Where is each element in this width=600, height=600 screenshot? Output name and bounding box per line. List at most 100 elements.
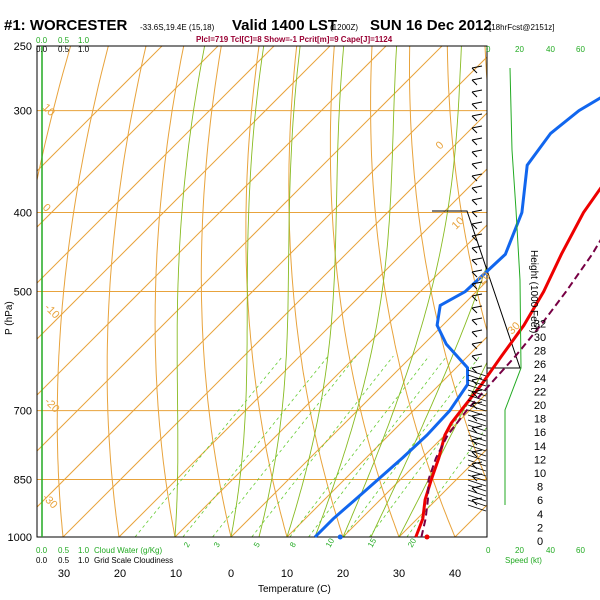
wind-barb-dense xyxy=(467,414,487,422)
wind-speed-line xyxy=(504,67,522,505)
wind-barb-dense xyxy=(467,499,487,507)
plot-frame xyxy=(36,45,488,538)
pressure-tick-300: 300 xyxy=(14,106,32,118)
moist-adiabat xyxy=(286,46,345,537)
plot-area xyxy=(37,46,600,537)
isotherm-line xyxy=(37,46,331,340)
wind-barb-dense xyxy=(467,479,487,487)
isotherm-line xyxy=(511,46,600,537)
wind-barb-dense xyxy=(467,424,487,432)
bottom-scale-1: 0.5 xyxy=(58,556,70,565)
wind-barb-dense xyxy=(467,489,487,497)
dry-adiabat xyxy=(370,46,456,537)
wind-barb xyxy=(471,305,483,314)
cloud-water-label: Cloud Water (g/Kg) xyxy=(94,546,163,555)
surface-dewpoint-marker xyxy=(337,534,343,540)
forecast-info: [18hrFcst@2151z] xyxy=(489,23,554,32)
bottom-scale-2: 1.0 xyxy=(78,556,90,565)
mixing-ratio-line xyxy=(369,378,487,537)
wind-barb xyxy=(471,269,483,278)
wind-barb-dense xyxy=(467,459,487,467)
moist-adiabat xyxy=(174,46,206,537)
height-tick-label: 22 xyxy=(534,386,546,398)
top-scale-green-2: 1.0 xyxy=(78,36,90,45)
wind-barb-dense xyxy=(467,394,487,402)
wind-barb xyxy=(471,293,483,302)
wind-barb xyxy=(471,317,483,326)
isotherm-line xyxy=(37,46,387,396)
wind-barb xyxy=(471,125,483,134)
dry-adiabat xyxy=(154,46,185,537)
wind-barb-dense xyxy=(467,444,487,452)
moist-adiabat xyxy=(370,264,487,537)
wind-barb xyxy=(471,473,483,482)
wind-barb xyxy=(471,425,483,434)
adiabat-label: -30 xyxy=(40,492,60,512)
height-tick-label: 16 xyxy=(534,427,546,439)
wind-barb xyxy=(471,353,483,362)
isotherm-line xyxy=(37,46,163,172)
mixing-ratio-label: 15 xyxy=(366,536,379,549)
speed-axis-label: Speed (kt) xyxy=(505,556,542,565)
wind-barb-dense xyxy=(467,369,487,377)
isotherm-line xyxy=(118,168,487,537)
temperature-tick-label: 10 xyxy=(281,568,293,580)
station-coords: -33.6S,19.4E (15,18) xyxy=(140,23,215,32)
station-title: #1: WORCESTER xyxy=(4,17,128,34)
wind-barb xyxy=(471,221,483,230)
wind-barb-dense xyxy=(467,474,487,482)
wind-barb-dense xyxy=(467,374,487,382)
wind-barb xyxy=(471,209,483,218)
pressure-tick-1000: 1000 xyxy=(8,532,32,544)
temperature-line xyxy=(414,186,600,538)
wind-barb xyxy=(471,149,483,158)
mixing-ratio-line xyxy=(308,355,448,537)
wind-barb xyxy=(471,365,483,374)
top-scale-green-1: 0.5 xyxy=(58,36,70,45)
height-tick-label: 4 xyxy=(537,509,543,521)
stability-indices: Plcl=719 TcI[C]=8 Show=-1 Pcrit[m]=9 Cap… xyxy=(196,35,393,44)
wind-barb-dense xyxy=(467,464,487,472)
isotherm-line xyxy=(37,46,275,284)
wind-barb xyxy=(471,329,483,338)
wind-barb xyxy=(471,89,483,98)
dry-adiabat xyxy=(288,46,344,537)
dewpoint-line xyxy=(313,96,600,539)
height-tick-label: 24 xyxy=(534,373,546,385)
valid-date: SUN 16 Dec 2012 xyxy=(370,17,492,34)
pressure-axis-title: P (hPa) xyxy=(4,301,15,335)
height-tick-label: 30 xyxy=(534,332,546,344)
wind-barb xyxy=(471,257,483,266)
mixing-ratio-line xyxy=(182,355,329,537)
mixing-ratio-label: 20 xyxy=(406,536,419,549)
dry-adiabat xyxy=(56,46,109,537)
wind-barb xyxy=(471,185,483,194)
cloudiness-label: Grid Scale Cloudiness xyxy=(94,556,173,565)
bottom-scale-green-2: 1.0 xyxy=(78,546,90,555)
wind-barb-dense xyxy=(467,419,487,427)
speed-bottom-40: 40 xyxy=(546,546,555,555)
wind-barb xyxy=(471,197,483,206)
temperature-tick-label: 20 xyxy=(337,568,349,580)
temperature-axis-title: Temperature (C) xyxy=(258,584,331,595)
height-tick-label: 18 xyxy=(534,414,546,426)
height-tick-label: 2 xyxy=(537,522,543,534)
pressure-tick-400: 400 xyxy=(14,207,32,219)
isotherm-line xyxy=(37,46,219,228)
top-scale-0: 0.0 xyxy=(36,45,48,54)
moist-adiabat xyxy=(230,46,265,537)
wind-barb xyxy=(471,77,483,86)
wind-barb-dense xyxy=(467,454,487,462)
wind-barb xyxy=(471,413,483,422)
wind-barb-dense xyxy=(467,389,487,397)
isotherm-line xyxy=(174,224,487,537)
isotherm-line xyxy=(37,56,487,508)
temperature-tick-label: 30 xyxy=(393,568,405,580)
height-tick-label: 32 xyxy=(534,318,546,330)
speed-bottom-60: 60 xyxy=(576,546,585,555)
utc-time: (1200Z) xyxy=(330,23,358,32)
parcel-line xyxy=(420,239,600,538)
surface-temperature-marker xyxy=(424,534,430,540)
wind-barb xyxy=(471,161,483,170)
isotherm-line xyxy=(37,46,443,452)
